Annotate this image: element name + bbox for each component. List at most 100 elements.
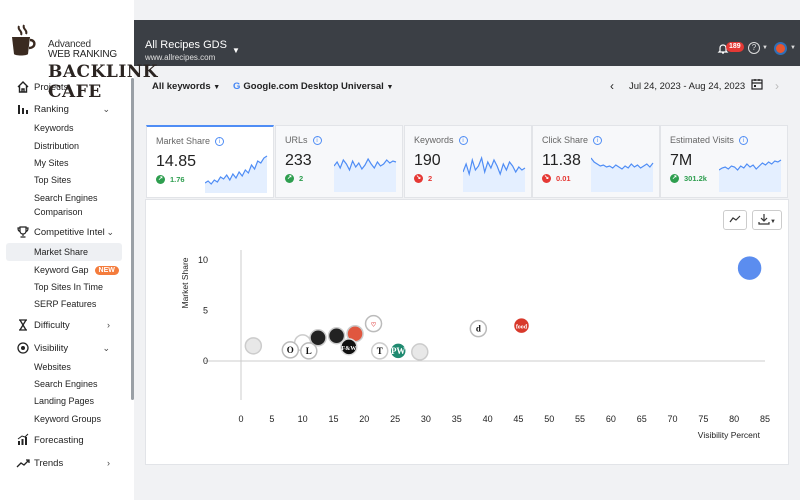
keywords-filter-label: All keywords <box>152 81 211 92</box>
metric-card-estimated-visits[interactable]: Estimated Visits i 7M ↗ 301.2k <box>660 125 788 198</box>
metric-value: 233 <box>285 152 312 169</box>
filter-bar: All keywords ▼ G Google.com Desktop Unive… <box>134 66 800 106</box>
sidebar-item-label: Search Engines <box>34 193 98 203</box>
sidebar-item-forecasting[interactable]: Forecasting <box>0 431 124 449</box>
metric-delta: ↗ 301.2k <box>670 174 707 183</box>
trend-down-icon: ↘ <box>414 174 423 183</box>
sparkline <box>591 157 654 192</box>
search-engine-label: Google.com Desktop Universal <box>243 81 384 92</box>
sidebar-item-label: Competitive Intel <box>34 226 105 238</box>
sparkline <box>719 159 782 192</box>
line-chart-toggle-button[interactable] <box>723 210 747 230</box>
chevron-down-icon: ▼ <box>213 84 221 91</box>
project-dropdown-icon[interactable]: ▼ <box>232 46 240 55</box>
metric-card-keywords[interactable]: Keywords i 190 ↘ 2 <box>404 125 532 198</box>
metric-card-urls[interactable]: URLs i 233 ↗ 2 <box>275 125 403 198</box>
previous-period-button[interactable]: ‹ <box>610 79 614 93</box>
trend-up-icon <box>16 459 30 468</box>
metric-delta: ↗ 1.76 <box>156 175 185 184</box>
sidebar-item-landing-pages[interactable]: Landing Pages <box>34 396 95 406</box>
chevron-down-icon: ▼ <box>770 219 776 225</box>
trend-down-icon: ↘ <box>542 174 551 183</box>
sidebar-item-search-engines-comparison[interactable]: Search Engines Comparison <box>34 193 98 217</box>
avatar[interactable] <box>774 42 787 55</box>
top-bar: All Recipes GDS www.allrecipes.com ▼ 189… <box>134 20 800 66</box>
logo-overlay-text: BACKLINK CAFE <box>48 62 159 102</box>
sidebar-item-keyword-groups[interactable]: Keyword Groups <box>34 414 102 424</box>
sidebar-item-websites[interactable]: Websites <box>34 362 71 372</box>
project-name[interactable]: All Recipes GDS <box>145 39 227 51</box>
metric-value: 14.85 <box>156 153 197 170</box>
info-icon[interactable]: i <box>312 136 322 145</box>
trend-up-icon: ↗ <box>670 174 679 183</box>
metric-value: 11.38 <box>542 152 581 169</box>
sidebar-item-trends[interactable]: Trends › <box>0 454 124 472</box>
sidebar-item-label: Ranking <box>34 103 69 115</box>
sparkline <box>205 155 268 193</box>
info-icon[interactable]: i <box>215 137 225 146</box>
sidebar-item-my-sites[interactable]: My Sites <box>34 158 69 168</box>
eye-icon <box>17 342 29 354</box>
metric-card-click-share[interactable]: Click Share i 11.38 ↘ 0.01 <box>532 125 660 198</box>
sidebar-item-serp-features[interactable]: SERP Features <box>34 299 97 309</box>
logo-line-1: Advanced <box>48 39 91 50</box>
sidebar: Advanced WEB RANKING BACKLINK CAFE Proje… <box>0 0 158 500</box>
sidebar-item-difficulty[interactable]: Difficulty › <box>0 316 124 334</box>
sidebar-item-distribution[interactable]: Distribution <box>34 141 80 151</box>
bar-chart-icon <box>18 105 28 114</box>
sidebar-item-projects[interactable]: Projects <box>0 78 124 96</box>
home-icon <box>17 81 29 93</box>
hourglass-icon <box>19 319 27 331</box>
sidebar-item-label: Projects <box>34 81 69 93</box>
help-icon[interactable]: ? <box>748 42 760 54</box>
metric-card-market-share[interactable]: Market Share i 14.85 ↗ 1.76 <box>146 125 274 198</box>
logo: Advanced WEB RANKING BACKLINK CAFE <box>0 18 190 102</box>
sidebar-item-search-engines[interactable]: Search Engines <box>34 379 98 389</box>
info-icon[interactable]: i <box>593 136 603 145</box>
new-badge: NEW <box>94 266 119 275</box>
download-icon <box>758 214 770 225</box>
sidebar-item-visibility[interactable]: Visibility ⌄ <box>0 339 124 357</box>
trophy-icon <box>17 226 29 238</box>
sidebar-item-top-sites[interactable]: Top Sites <box>34 175 72 185</box>
forecast-chart-icon <box>17 433 29 445</box>
keywords-filter[interactable]: All keywords ▼ <box>152 81 220 92</box>
sidebar-item-market-share[interactable]: Market Share <box>34 247 89 257</box>
metric-title: Market Share i <box>156 136 225 146</box>
calendar-icon[interactable] <box>751 78 763 90</box>
logo-line-2: WEB RANKING <box>48 49 117 60</box>
sparkline <box>463 155 526 192</box>
next-period-button[interactable]: › <box>775 79 779 93</box>
active-item-highlight <box>6 243 122 261</box>
sidebar-item-label: Visibility <box>34 342 69 354</box>
info-icon[interactable]: i <box>458 136 468 145</box>
chevron-down-icon: ⌄ <box>106 226 114 237</box>
notification-count: 189 <box>726 42 744 52</box>
metric-title: URLs i <box>285 135 322 145</box>
trend-up-icon: ↗ <box>285 174 294 183</box>
sidebar-scrollbar[interactable] <box>131 78 134 400</box>
search-engine-selector[interactable]: G Google.com Desktop Universal ▼ <box>233 81 393 92</box>
trend-up-icon: ↗ <box>156 175 165 184</box>
chevron-right-icon: › <box>107 458 110 468</box>
sidebar-item-keyword-gap[interactable]: Keyword Gap NEW <box>34 265 119 275</box>
sidebar-item-ranking[interactable]: Ranking ⌄ <box>0 100 124 118</box>
sidebar-item-label: Forecasting <box>34 434 84 446</box>
metric-title: Estimated Visits i <box>670 135 748 145</box>
sidebar-item-top-sites-in-time[interactable]: Top Sites In Time <box>34 282 104 292</box>
sidebar-item-label: Comparison <box>34 207 83 217</box>
sidebar-item-competitive-intel[interactable]: Competitive Intel ⌄ <box>0 223 124 241</box>
info-icon[interactable]: i <box>738 136 748 145</box>
bell-icon[interactable] <box>717 43 729 55</box>
date-range[interactable]: Jul 24, 2023 - Aug 24, 2023 <box>629 81 746 92</box>
sparkline <box>334 157 397 192</box>
coffee-cup-icon <box>12 24 36 56</box>
chevron-down-icon[interactable]: ▼ <box>790 45 796 51</box>
metric-delta: ↘ 2 <box>414 174 433 183</box>
metric-title: Click Share i <box>542 135 603 145</box>
sidebar-item-keywords[interactable]: Keywords <box>34 123 74 133</box>
chevron-down-icon[interactable]: ▼ <box>762 45 768 51</box>
project-url: www.allrecipes.com <box>145 53 216 62</box>
sidebar-item-label: Trends <box>34 457 64 469</box>
download-button[interactable]: ▼ <box>752 210 782 230</box>
